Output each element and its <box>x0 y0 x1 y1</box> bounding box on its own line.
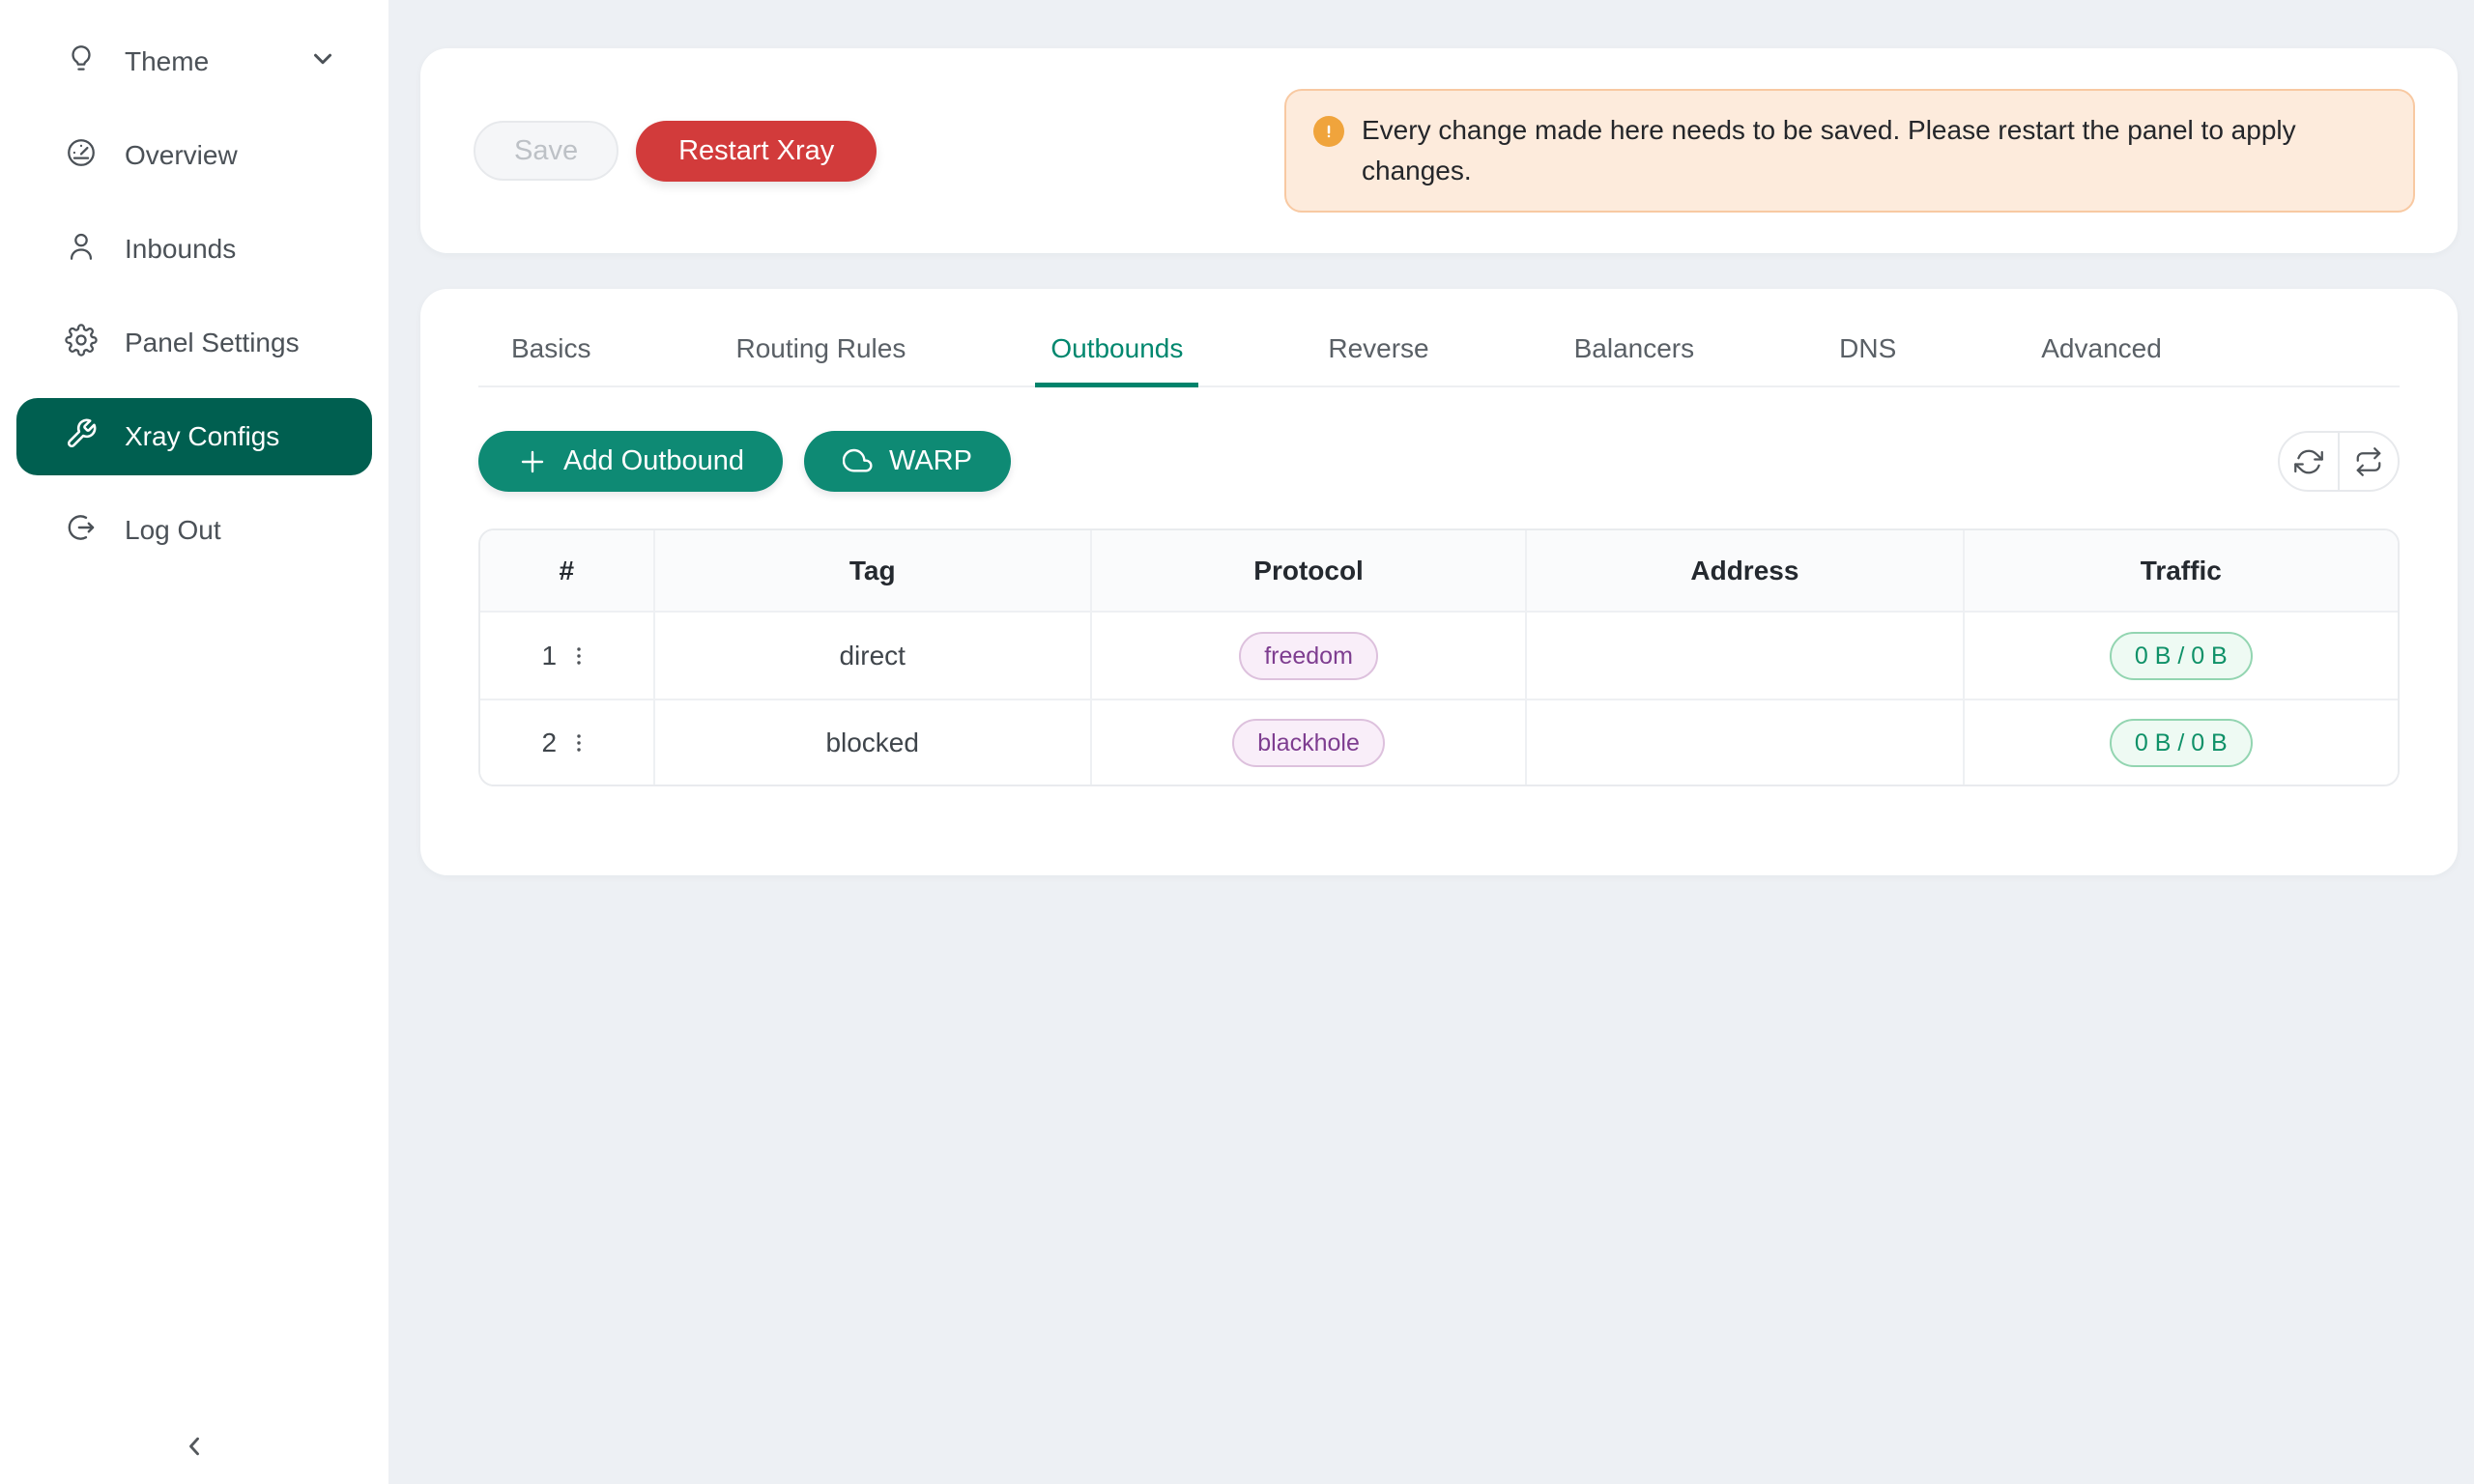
cloud-icon <box>843 446 874 477</box>
sidebar-item-label: Xray Configs <box>125 421 280 451</box>
traffic-badge: 0 B / 0 B <box>2109 631 2253 680</box>
row-number: 2 <box>541 727 558 757</box>
table-header-row: # Tag Protocol Address Traffic <box>480 530 2398 613</box>
sidebar-item-inbounds[interactable]: Inbounds <box>16 211 372 288</box>
tab-advanced[interactable]: Advanced <box>2041 333 2162 363</box>
header-index: # <box>480 530 655 613</box>
main-content: Save Restart Xray Every change made here… <box>420 0 2458 875</box>
tab-outbounds[interactable]: Outbounds <box>1035 328 1199 387</box>
logout-icon <box>65 511 98 551</box>
sidebar-item-xray-configs[interactable]: Xray Configs <box>16 398 372 475</box>
chevron-left-icon <box>178 1430 211 1468</box>
actions-row: Add Outbound WARP <box>478 431 2400 492</box>
restart-outbounds-button[interactable] <box>2338 433 2398 490</box>
sidebar-item-label: Panel Settings <box>125 328 300 357</box>
outbounds-table: # Tag Protocol Address Traffic 1 <box>478 528 2400 786</box>
table-row: 1 direct freedom 0 B / 0 B <box>480 613 2398 699</box>
chevron-down-icon <box>308 44 337 80</box>
user-icon <box>65 230 98 270</box>
warning-alert-text: Every change made here needs to be saved… <box>1362 115 2296 186</box>
sidebar-item-overview[interactable]: Overview <box>16 117 372 194</box>
tab-bar: Basics Routing Rules Outbounds Reverse B… <box>478 289 2400 387</box>
header-traffic: Traffic <box>1964 530 2398 613</box>
tab-basics[interactable]: Basics <box>511 333 591 363</box>
traffic-badge: 0 B / 0 B <box>2109 718 2253 767</box>
row-number: 1 <box>541 640 558 671</box>
refresh-button[interactable] <box>2280 433 2338 490</box>
sidebar: Theme Overview <box>0 0 388 1484</box>
sidebar-collapse-button[interactable] <box>172 1426 216 1470</box>
tab-reverse[interactable]: Reverse <box>1328 333 1429 363</box>
header-address: Address <box>1527 530 1965 613</box>
table-row: 2 blocked blackhole 0 B / 0 B <box>480 699 2398 785</box>
sidebar-item-theme[interactable]: Theme <box>16 23 372 100</box>
plus-icon <box>517 446 548 477</box>
save-button[interactable]: Save <box>474 121 619 181</box>
refresh-icon <box>2294 447 2323 476</box>
header-tag: Tag <box>654 530 1092 613</box>
lightbulb-icon <box>65 43 98 82</box>
protocol-badge: freedom <box>1239 631 1378 680</box>
protocol-badge: blackhole <box>1232 718 1385 767</box>
tag-cell: blocked <box>654 699 1092 785</box>
add-outbound-button[interactable]: Add Outbound <box>478 431 784 492</box>
sidebar-item-label: Log Out <box>125 515 221 545</box>
tab-dns[interactable]: DNS <box>1839 333 1897 363</box>
tag-cell: direct <box>654 613 1092 699</box>
repeat-icon <box>2354 446 2383 476</box>
warning-alert: Every change made here needs to be saved… <box>1284 89 2415 213</box>
toolbar-card: Save Restart Xray Every change made here… <box>420 48 2458 253</box>
tab-routing-rules[interactable]: Routing Rules <box>735 333 906 363</box>
warp-button[interactable]: WARP <box>804 431 1011 492</box>
row-menu-kebab-icon[interactable] <box>566 730 591 756</box>
wrench-icon <box>65 417 98 457</box>
table-tools-group <box>2278 431 2400 492</box>
tab-balancers[interactable]: Balancers <box>1573 333 1695 363</box>
address-cell <box>1527 613 1965 699</box>
restart-xray-button[interactable]: Restart Xray <box>636 120 877 182</box>
sidebar-item-label: Overview <box>125 140 238 170</box>
sidebar-item-panel-settings[interactable]: Panel Settings <box>16 304 372 382</box>
sidebar-item-log-out[interactable]: Log Out <box>16 492 372 569</box>
header-protocol: Protocol <box>1091 530 1528 613</box>
sidebar-item-label: Theme <box>125 46 210 76</box>
xray-configs-card: Basics Routing Rules Outbounds Reverse B… <box>420 289 2458 875</box>
gear-icon <box>65 323 98 363</box>
exclamation-circle-icon <box>1313 116 1344 147</box>
sidebar-item-label: Inbounds <box>125 234 237 264</box>
row-menu-kebab-icon[interactable] <box>566 643 591 669</box>
address-cell <box>1527 699 1965 785</box>
sidebar-menu: Theme Overview <box>0 0 388 569</box>
dashboard-icon <box>65 136 98 176</box>
